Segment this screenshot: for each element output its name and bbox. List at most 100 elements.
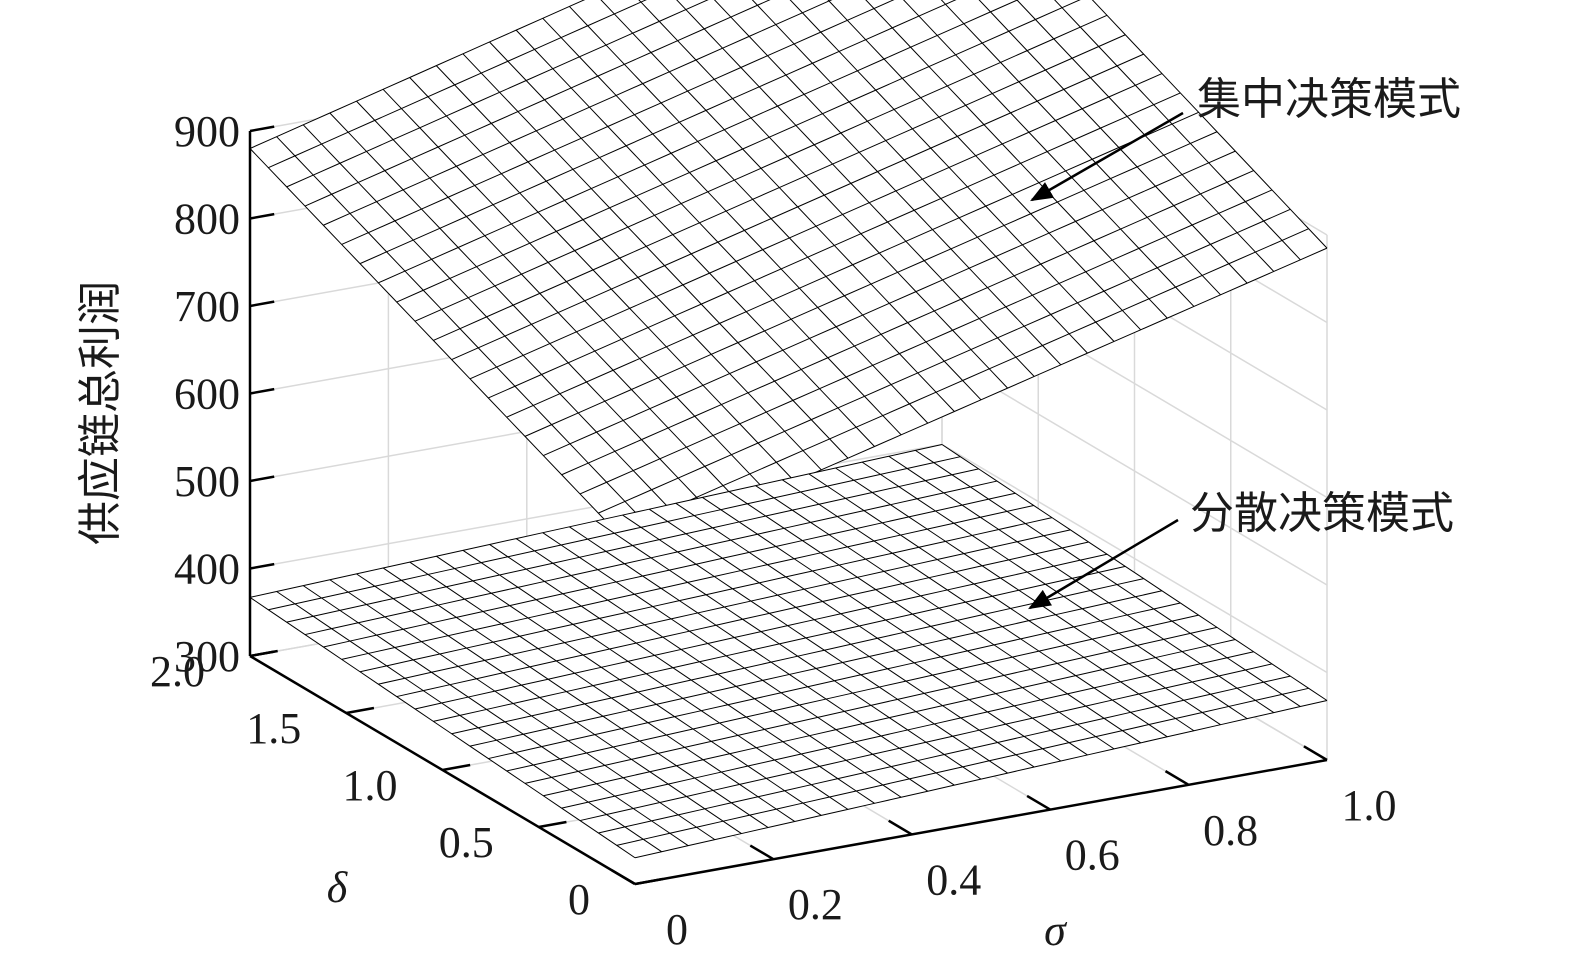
x-tick-label: 0.8	[1203, 806, 1258, 855]
z-tick-mark	[249, 562, 275, 570]
z-tick-mark	[249, 212, 275, 220]
z-tick-label: 600	[174, 370, 240, 419]
mesh-line	[433, 34, 1126, 341]
mesh-line	[616, 687, 1309, 846]
mesh-line	[268, 456, 961, 611]
z-tick-label: 800	[174, 195, 240, 244]
mesh-line	[488, 92, 1181, 399]
x-tick-label: 1.0	[1342, 781, 1397, 830]
x-tick-label: 0.4	[926, 855, 981, 904]
mesh-line	[276, 136, 662, 541]
x-tick-mark	[1303, 745, 1328, 762]
mesh-line	[469, 590, 1163, 747]
mesh-line	[702, 497, 1088, 756]
mesh-line	[462, 549, 849, 810]
y-axis-title: δ	[327, 863, 349, 912]
z-tick-mark	[249, 125, 275, 133]
mesh-line	[382, 88, 769, 494]
mesh-line	[616, 228, 1309, 533]
z-tick-mark	[249, 387, 275, 395]
mesh-line	[579, 663, 1273, 822]
y-tick-label: 1.0	[343, 761, 398, 810]
mesh-line	[713, 0, 1062, 366]
axes	[248, 125, 1328, 886]
mesh-line	[356, 100, 742, 506]
y-tick-mark	[346, 706, 375, 715]
mesh-line	[359, 0, 957, 265]
mesh-line	[648, 508, 1035, 768]
mesh-line	[543, 150, 1236, 457]
mesh-line	[268, 0, 647, 169]
x-tick-mark	[888, 819, 913, 836]
x-tick-label: 0.6	[1065, 831, 1120, 880]
mesh-line	[782, 479, 1168, 738]
mesh-line	[622, 514, 1008, 774]
mesh-line	[751, 0, 1088, 354]
z-tick-label: 500	[174, 457, 240, 506]
z-tick-label: 400	[174, 545, 240, 594]
mesh-line	[341, 504, 1034, 660]
mesh-line	[524, 131, 1218, 437]
surface-decentralized	[249, 444, 1328, 859]
mesh-line	[835, 467, 1221, 726]
mesh-line	[978, 0, 1248, 284]
annotation-arrow	[1030, 111, 1184, 202]
mesh-line	[436, 555, 822, 816]
mesh-line	[808, 473, 1195, 732]
mesh-line	[378, 0, 1019, 284]
mesh-line	[506, 614, 1199, 772]
mesh-line	[396, 541, 1089, 698]
mesh-line	[579, 189, 1273, 495]
mesh-line	[329, 112, 716, 517]
mesh-line	[634, 700, 1328, 859]
mesh-line	[359, 517, 1053, 673]
annotation-arrow	[1028, 518, 1179, 610]
mesh-line	[489, 544, 875, 804]
x-tick-label: 0	[666, 905, 688, 954]
mesh-line	[469, 73, 1163, 380]
mesh-line	[249, 0, 586, 149]
mesh-line	[1054, 0, 1301, 261]
grid-line	[941, 443, 1328, 674]
mesh-line	[915, 449, 1301, 707]
x-tick-label: 0.2	[788, 880, 843, 929]
annotation-label: 集中决策模式	[1197, 74, 1461, 125]
z-tick-label: 900	[174, 107, 240, 156]
mesh-line	[249, 596, 636, 859]
mesh-line	[302, 585, 689, 847]
mesh-line	[462, 53, 849, 459]
mesh-line	[941, 444, 1328, 701]
mesh-line	[302, 124, 689, 529]
x-tick-mark	[611, 869, 636, 886]
mesh-line	[903, 0, 1195, 307]
y-tick-label: 0	[568, 875, 590, 924]
mesh-line	[542, 532, 929, 792]
mesh-line	[561, 651, 1254, 809]
mesh-line	[675, 502, 1062, 762]
y-tick-mark	[634, 877, 663, 886]
z-tick-mark	[249, 650, 275, 658]
mesh-line	[249, 148, 636, 552]
mesh-line	[676, 0, 1035, 377]
mesh-line	[515, 29, 902, 436]
mesh-line	[329, 579, 716, 841]
surface-fill	[250, 444, 1327, 858]
mesh-line	[755, 485, 1141, 744]
mesh-line	[543, 639, 1236, 797]
mesh-line	[304, 480, 998, 636]
mesh-line	[435, 65, 822, 471]
mesh-line	[728, 491, 1115, 750]
mesh-line	[515, 538, 902, 798]
y-tick-label: 2.0	[150, 647, 205, 696]
mesh-line	[561, 170, 1254, 476]
x-axis-title: σ	[1044, 906, 1068, 955]
mesh-line	[286, 0, 709, 188]
x-tick-mark	[1164, 770, 1190, 786]
mesh-line	[827, 0, 1142, 331]
mesh-line	[865, 0, 1168, 319]
mesh-line	[940, 0, 1221, 296]
mesh-line	[789, 0, 1115, 342]
